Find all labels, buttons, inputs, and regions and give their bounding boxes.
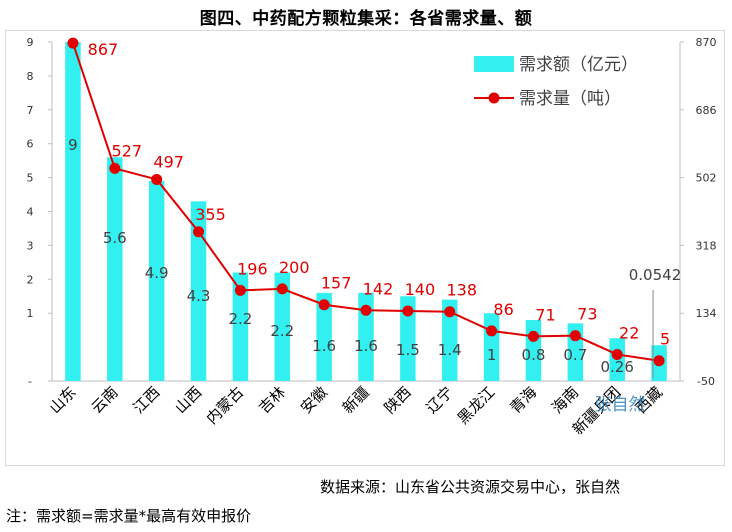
line-value-label: 71 bbox=[535, 305, 555, 324]
line-marker bbox=[653, 355, 665, 367]
bar-value-label: 1.6 bbox=[312, 337, 336, 355]
line-value-label: 86 bbox=[493, 300, 513, 319]
watermark: 张自然 bbox=[595, 395, 646, 415]
line-value-label: 497 bbox=[153, 152, 184, 171]
left-tick-label: 5 bbox=[27, 172, 34, 185]
bar-value-label: 1 bbox=[487, 346, 497, 364]
bar bbox=[316, 292, 332, 381]
line-value-label: 138 bbox=[446, 281, 477, 300]
left-tick-label: 8 bbox=[27, 70, 34, 83]
source-note: 数据来源：山东省公共资源交易中心，张自然 bbox=[320, 478, 621, 496]
chart-title: 图四、中药配方颗粒集采：各省需求量、额 bbox=[199, 9, 533, 29]
bar-value-label: 4.3 bbox=[187, 287, 211, 305]
category-label: 青海 bbox=[506, 383, 540, 417]
bar-value-label: 1.4 bbox=[438, 341, 462, 359]
category-label: 云南 bbox=[88, 383, 122, 417]
line-marker bbox=[193, 226, 205, 238]
line-value-label: 157 bbox=[321, 274, 352, 293]
line-value-label: 355 bbox=[195, 205, 226, 224]
bar bbox=[65, 42, 81, 381]
bar-value-label: 4.9 bbox=[145, 264, 169, 282]
category-label: 黑龙江 bbox=[454, 383, 499, 428]
bar bbox=[232, 272, 249, 381]
left-tick-label: 6 bbox=[27, 138, 34, 151]
chart-plot: - 1 2 3 4 5 6 7 8 9 -50 134 318 502 686 870 山东 云南 江西 山西内蒙古吉… bbox=[27, 36, 717, 438]
line-value-label: 140 bbox=[405, 280, 436, 299]
bar bbox=[107, 157, 123, 381]
bar-value-label: 0.0542 bbox=[629, 266, 682, 284]
formula-note: 注：需求额=需求量*最高有效申报价 bbox=[6, 507, 252, 525]
category-label: 辽宁 bbox=[423, 383, 457, 417]
line-value-label: 73 bbox=[577, 305, 597, 324]
line-series bbox=[67, 37, 665, 367]
right-tick-label: 686 bbox=[696, 104, 717, 117]
bar-value-label: 0.8 bbox=[522, 346, 546, 364]
category-label: 陕西 bbox=[381, 383, 415, 417]
bar-value-label: 0.7 bbox=[563, 346, 587, 364]
bar bbox=[190, 201, 207, 381]
data-labels: 9 5.6 4.9 4.3 2.2 2.2 1.6 1.6 1.5 1.4 1 0.8 0.7 0.26 0… bbox=[68, 40, 681, 378]
category-label: 吉林 bbox=[255, 383, 289, 417]
bar-value-label: 2.2 bbox=[270, 322, 294, 340]
bar-value-label: 9 bbox=[68, 136, 78, 154]
line-value-label: 527 bbox=[112, 141, 143, 160]
bar bbox=[358, 292, 374, 381]
line-marker bbox=[360, 304, 372, 316]
line-marker bbox=[486, 325, 498, 337]
left-tick-label: 4 bbox=[27, 206, 34, 219]
left-tick-label: 2 bbox=[27, 273, 34, 286]
left-tick-label: 9 bbox=[27, 36, 34, 49]
category-label: 海南 bbox=[548, 383, 582, 417]
bar-value-label: 5.6 bbox=[103, 229, 127, 247]
line-marker bbox=[402, 305, 414, 317]
category-label: 江西 bbox=[130, 383, 164, 417]
line-marker bbox=[611, 348, 623, 360]
bar bbox=[441, 299, 458, 381]
category-label: 新疆 bbox=[339, 383, 373, 417]
line-marker bbox=[151, 173, 163, 185]
left-tick-label: - bbox=[28, 375, 32, 388]
right-tick-label: 318 bbox=[696, 239, 717, 252]
bar-value-label: 2.2 bbox=[228, 310, 252, 328]
line-marker bbox=[444, 306, 456, 318]
line-value-label: 200 bbox=[279, 258, 310, 277]
legend: 需求额（亿元） 需求量（吨） bbox=[474, 55, 638, 109]
right-tick-label: 870 bbox=[696, 36, 717, 49]
line-value-label: 142 bbox=[363, 279, 394, 298]
category-label: 安徽 bbox=[297, 383, 331, 417]
legend-line-label: 需求量（吨） bbox=[519, 89, 621, 109]
left-tick-label: 3 bbox=[27, 239, 34, 252]
bar bbox=[148, 180, 165, 381]
line-marker bbox=[234, 284, 246, 296]
line-value-label: 22 bbox=[619, 323, 639, 342]
category-label: 山东 bbox=[46, 383, 80, 417]
legend-bar-swatch bbox=[474, 56, 514, 72]
bar bbox=[274, 272, 291, 381]
bar-value-label: 1.5 bbox=[396, 341, 420, 359]
bar-series bbox=[65, 42, 667, 381]
left-tick-label: 1 bbox=[27, 307, 34, 320]
right-tick-label: -50 bbox=[697, 375, 715, 388]
line-marker bbox=[569, 330, 581, 342]
line-marker bbox=[276, 283, 288, 295]
bar-value-label: 1.6 bbox=[354, 337, 378, 355]
legend-bar-label: 需求额（亿元） bbox=[519, 55, 638, 75]
line-marker bbox=[527, 330, 539, 342]
line-value-label: 5 bbox=[660, 330, 670, 349]
bar bbox=[400, 296, 416, 381]
category-label: 山西 bbox=[171, 383, 205, 417]
chart-frame bbox=[5, 30, 725, 466]
category-label: 内蒙古 bbox=[203, 383, 248, 428]
line-marker bbox=[318, 299, 330, 311]
bar-value-label: 0.26 bbox=[600, 358, 633, 376]
line-value-label: 196 bbox=[237, 259, 268, 278]
line-marker bbox=[109, 162, 121, 174]
right-tick-label: 134 bbox=[696, 307, 717, 320]
legend-line-marker bbox=[488, 92, 500, 104]
line-marker bbox=[67, 37, 79, 49]
line-value-label: 867 bbox=[88, 40, 119, 59]
right-tick-label: 502 bbox=[696, 172, 717, 185]
left-tick-label: 7 bbox=[27, 104, 34, 117]
